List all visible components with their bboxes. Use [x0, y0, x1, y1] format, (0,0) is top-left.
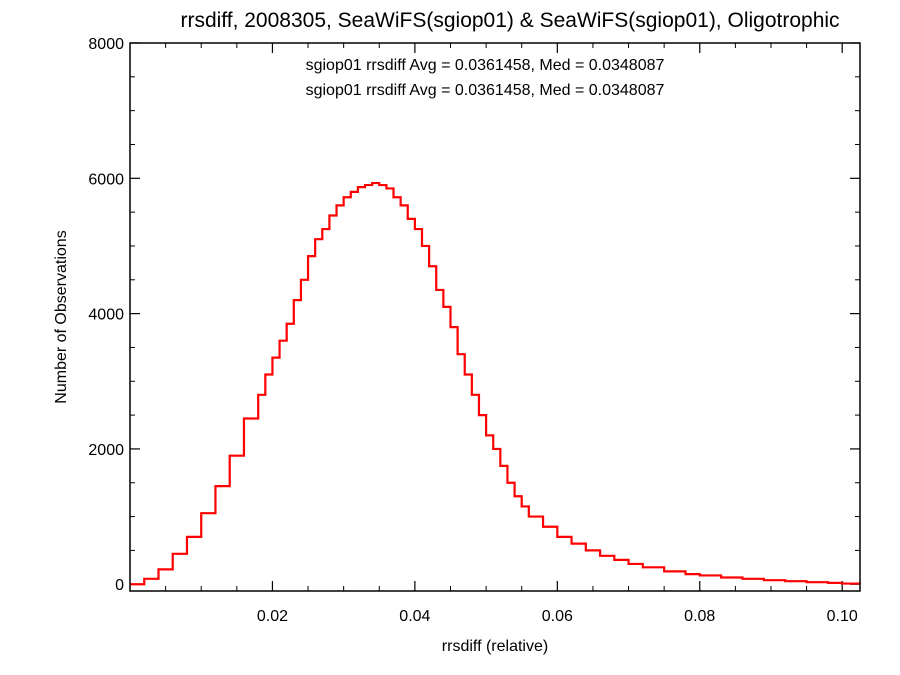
- series-layer: [130, 181, 862, 586]
- y-axis-label: Number of Observations: [53, 230, 70, 403]
- x-tick-label: 0.02: [257, 608, 288, 625]
- axis-ticks: 0.02 0.04 0.06 0.08 0.10 0 2000 4000 6000 8000: [88, 36, 860, 625]
- stats-annotation-black: sgiop01 rrsdiff Avg = 0.0361458, Med = 0…: [306, 57, 665, 74]
- y-tick-label: 4000: [88, 307, 124, 324]
- histogram-series-line: [130, 181, 862, 586]
- y-tick-label: 2000: [88, 442, 124, 459]
- x-tick-label: 0.08: [684, 608, 715, 625]
- stats-annotation-red: sgiop01 rrsdiff Avg = 0.0361458, Med = 0…: [306, 82, 665, 99]
- x-tick-label: 0.04: [399, 608, 430, 625]
- y-tick-label: 8000: [88, 36, 124, 53]
- x-tick-label: 0.06: [542, 608, 573, 625]
- y-tick-label: 6000: [88, 171, 124, 188]
- x-axis-label: rrsdiff (relative): [442, 638, 548, 655]
- x-tick-label: 0.10: [827, 608, 858, 625]
- plot-frame: [129, 42, 861, 592]
- chart-title: rrsdiff, 2008305, SeaWiFS(sgiop01) & Sea…: [180, 9, 839, 32]
- y-tick-label: 0: [115, 577, 124, 594]
